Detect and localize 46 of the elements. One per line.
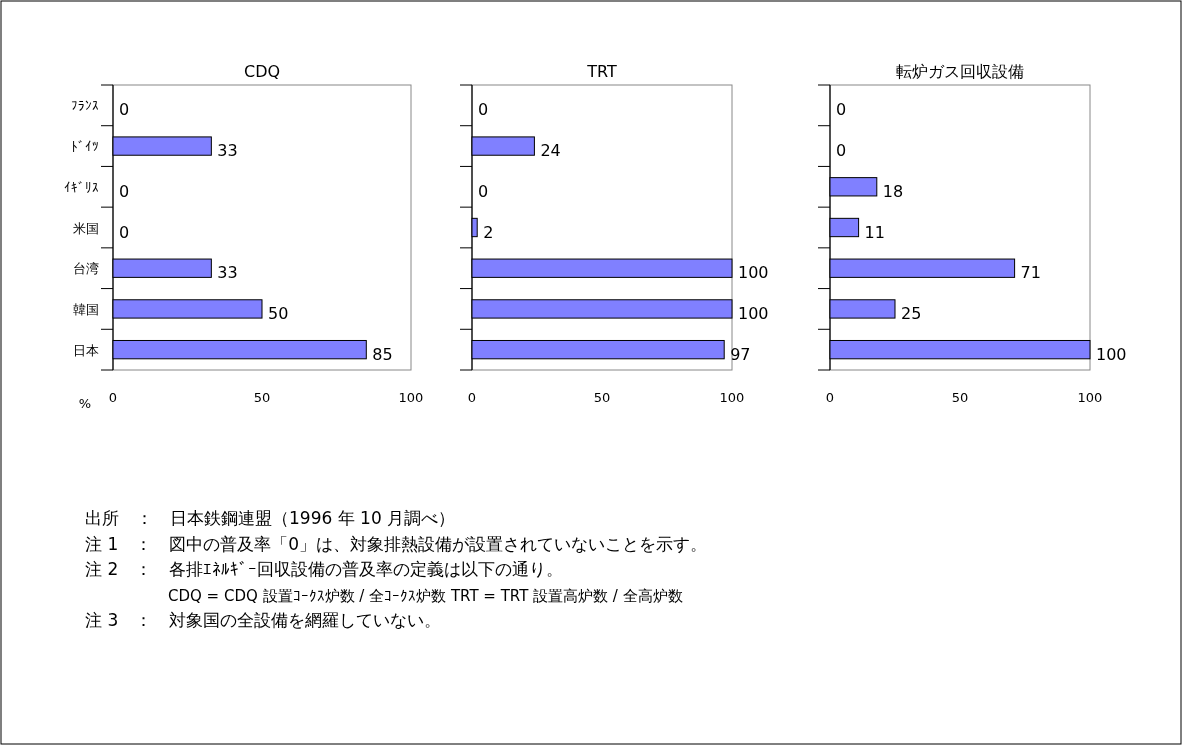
y-tick-label: ﾌﾗﾝｽ (71, 98, 99, 114)
x-axis-title: % (78, 396, 91, 411)
y-tick-label: 韓国 (73, 301, 99, 317)
x-tick-label: 50 (951, 390, 969, 405)
y-tick-label: 日本 (73, 342, 99, 358)
data-label: 33 (217, 263, 238, 283)
data-label: 71 (1020, 263, 1041, 283)
y-tick-label: ｲｷﾞﾘｽ (64, 179, 99, 195)
text: 注 2 ： 各排ｴﾈﾙｷﾞｰ回収設備の普及率の定義は以下の通り。 (85, 559, 564, 579)
data-label: 24 (540, 141, 561, 161)
data-label: 0 (836, 100, 847, 120)
text: 注 3 ： 対象国の全設備を網羅していない。 (85, 610, 442, 630)
text: CDQ = CDQ 設置ｺｰｸｽ炉数 / 全ｺｰｸｽ炉数 TRT = TRT 設置高炉数 / 全高炉数 (168, 586, 683, 605)
data-label: 11 (864, 222, 885, 242)
data-label: 18 (882, 181, 904, 201)
data-label: 0 (119, 181, 130, 201)
x-tick-label: 50 (593, 390, 611, 405)
x-tick-label: 100 (719, 390, 745, 405)
data-label: 0 (119, 222, 130, 242)
chart-title: 転炉ガス回収設備 (896, 62, 1024, 81)
data-label: 2 (483, 222, 494, 242)
y-tick-label: 台湾 (73, 261, 99, 277)
data-label: 100 (738, 263, 769, 283)
data-label: 0 (836, 141, 847, 161)
data-label: 0 (478, 181, 489, 201)
data-label: 0 (478, 100, 489, 120)
x-tick-label: 0 (108, 390, 118, 405)
data-label: 25 (901, 303, 922, 323)
x-tick-label: 0 (825, 390, 835, 405)
data-label: 50 (268, 303, 289, 323)
data-label: 0 (119, 100, 130, 120)
text: 出所 ： 日本鉄鋼連盟（1996 年 10 月調べ） (85, 508, 456, 528)
x-tick-label: 0 (467, 390, 477, 405)
data-label: 97 (730, 344, 751, 364)
data-label: 100 (738, 303, 769, 323)
data-label: 33 (217, 141, 238, 161)
text: 注 1 ： 図中の普及率「0」は、対象排熱設備が設置されていないことを示す。 (85, 533, 708, 554)
x-tick-label: 100 (398, 390, 424, 405)
chart-title: CDQ (243, 62, 281, 81)
y-tick-label: ﾄﾞｲﾂ (71, 139, 99, 155)
y-tick-label: 米国 (73, 220, 99, 236)
x-tick-label: 50 (253, 390, 271, 405)
data-label: 100 (1096, 344, 1127, 364)
x-tick-label: 100 (1077, 390, 1103, 405)
chart-title: TRT (586, 62, 617, 81)
data-label: 85 (372, 344, 393, 364)
